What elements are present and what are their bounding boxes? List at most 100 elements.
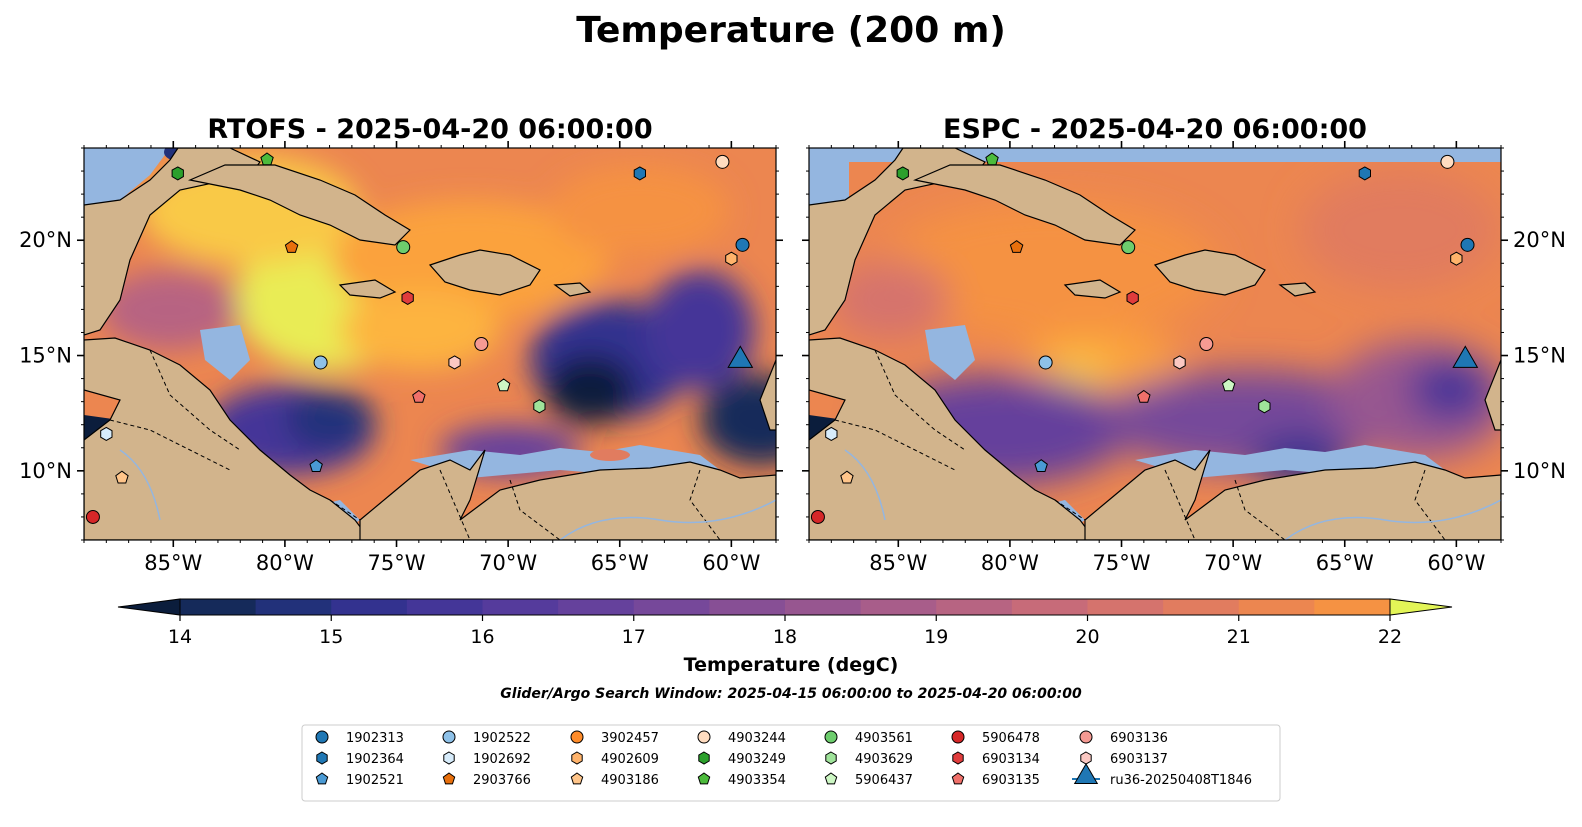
panel-espc: ESPC - 2025-04-20 06:00:00 <box>802 114 1566 575</box>
land <box>84 148 776 540</box>
colorbar-bin <box>406 599 483 615</box>
x-tick-label: 85°W <box>869 551 927 575</box>
float-marker-6903136 <box>474 337 489 351</box>
x-tick-label: 65°W <box>591 551 649 575</box>
legend-marker-5906478 <box>951 730 965 744</box>
float-marker-1902522 <box>1038 355 1053 370</box>
figure-title: Temperature (200 m) <box>576 10 1006 51</box>
shelf <box>809 148 1501 215</box>
colorbar-tick-label: 17 <box>622 626 646 648</box>
float-marker-4903244 <box>1440 154 1455 169</box>
float-marker-5906437 <box>1221 378 1236 392</box>
search-window-subtitle: Glider/Argo Search Window: 2025-04-15 06… <box>500 686 1082 702</box>
markers-espc <box>810 152 1501 524</box>
colorbar-extend-low <box>117 598 181 616</box>
colorbar-bin <box>785 599 862 615</box>
colorbar-bin <box>1238 599 1315 615</box>
x-tick-label: 80°W <box>981 551 1039 575</box>
float-marker-4903249 <box>171 166 184 181</box>
legend-label: 6903136 <box>1110 731 1168 746</box>
panel-title-rtofs: RTOFS - 2025-04-20 06:00:00 <box>207 114 652 145</box>
legend-label: 6903135 <box>982 773 1040 788</box>
lake-maracaibo <box>590 449 630 461</box>
colorbar-tick-label: 18 <box>773 626 797 648</box>
colorbar-tick-label: 20 <box>1075 626 1099 648</box>
map-rtofs <box>84 148 776 540</box>
float-marker-6903136 <box>1199 337 1214 351</box>
axes-frame <box>83 147 777 541</box>
float-marker-4903244 <box>715 154 730 169</box>
legend-label: 1902364 <box>346 752 404 767</box>
shelf <box>200 325 250 380</box>
rivers <box>844 449 1501 540</box>
legend-label: 4903249 <box>728 752 786 767</box>
float-marker-1902692 <box>825 426 838 441</box>
colorbar-bin <box>331 599 408 615</box>
float-marker-6903135 <box>412 389 426 403</box>
colorbar-label: Temperature (degC) <box>684 654 899 676</box>
float-marker-1902364 <box>1358 166 1371 181</box>
legend-marker-1902364 <box>316 751 328 765</box>
colorbar-tick-label: 14 <box>168 626 192 648</box>
colorbar-bin <box>860 599 937 615</box>
x-tick-label: 70°W <box>479 551 537 575</box>
legend-label: 3902457 <box>601 731 659 746</box>
x-tick-label: 60°W <box>702 551 760 575</box>
colorbar-bin <box>936 599 1013 615</box>
colorbar-bin <box>558 599 635 615</box>
colorbar-bin <box>1314 599 1391 615</box>
float-marker-2903766 <box>1009 240 1024 253</box>
colorbar-bin <box>633 599 710 615</box>
float-marker-2903766 <box>284 240 299 253</box>
legend-marker-4903249 <box>698 751 710 765</box>
country-borders <box>109 349 721 540</box>
legend-marker-6903137 <box>1080 751 1092 765</box>
float-marker-4903186 <box>840 470 854 484</box>
colorbar-bin <box>709 599 786 615</box>
float-marker-4903629 <box>533 399 546 414</box>
float-marker-1902521 <box>309 459 323 472</box>
float-marker-1902364 <box>633 166 646 181</box>
legend-frame <box>301 724 1281 802</box>
float-marker-6903135 <box>1137 389 1151 403</box>
float-marker-5906478 <box>810 509 825 524</box>
legend-marker-4902609 <box>571 751 583 765</box>
legend-label: 4903186 <box>601 773 659 788</box>
colorbar-bin <box>482 599 559 615</box>
float-marker-3902457 <box>1500 270 1501 275</box>
float-marker-4902609 <box>1450 251 1463 266</box>
colorbar-tick-label: 21 <box>1227 626 1251 648</box>
colorbar-bins <box>117 598 1453 616</box>
float-marker-6903137 <box>1173 355 1186 370</box>
colorbar-bin <box>255 599 332 615</box>
float-marker-6903134 <box>1126 290 1139 305</box>
legend-label: 1902521 <box>346 773 404 788</box>
colorbar-tick-label: 22 <box>1378 626 1402 648</box>
legend-marker-4903186 <box>570 772 584 785</box>
colorbar-ticks: 14 15 16 17 18 19 20 21 22 <box>168 615 1402 648</box>
float-marker-1902313 <box>735 237 750 252</box>
legend-marker-4903354 <box>697 772 711 785</box>
map-espc <box>809 148 1501 540</box>
float-marker-1902313 <box>1460 237 1475 252</box>
x-tick-label: 70°W <box>1204 551 1262 575</box>
legend-marker-4903629 <box>825 751 837 765</box>
ticks-rtofs: 85°W 80°W 75°W 70°W 65°W 60°W 20°N 15°N 10°N <box>19 141 783 575</box>
legend-label: 5906478 <box>982 731 1040 746</box>
x-tick-label: 75°W <box>1093 551 1151 575</box>
legend-marker-1902522 <box>442 730 456 744</box>
float-marker-5906437 <box>496 378 511 392</box>
colorbar-bin <box>1163 599 1240 615</box>
legend-marker-6903135 <box>951 772 965 785</box>
legend-label: 6903137 <box>1110 752 1168 767</box>
legend-label: 4903354 <box>728 773 786 788</box>
colorbar-extend-high <box>1389 598 1453 616</box>
legend-marker-1902692 <box>443 751 455 765</box>
x-tick-label: 65°W <box>1316 551 1374 575</box>
legend-label: 4903629 <box>855 752 913 767</box>
float-marker-4903354 <box>260 152 274 166</box>
y-tick-label: 15°N <box>19 344 72 368</box>
y-tick-label: 15°N <box>1513 344 1566 368</box>
legend-glider-marker <box>1073 763 1099 784</box>
